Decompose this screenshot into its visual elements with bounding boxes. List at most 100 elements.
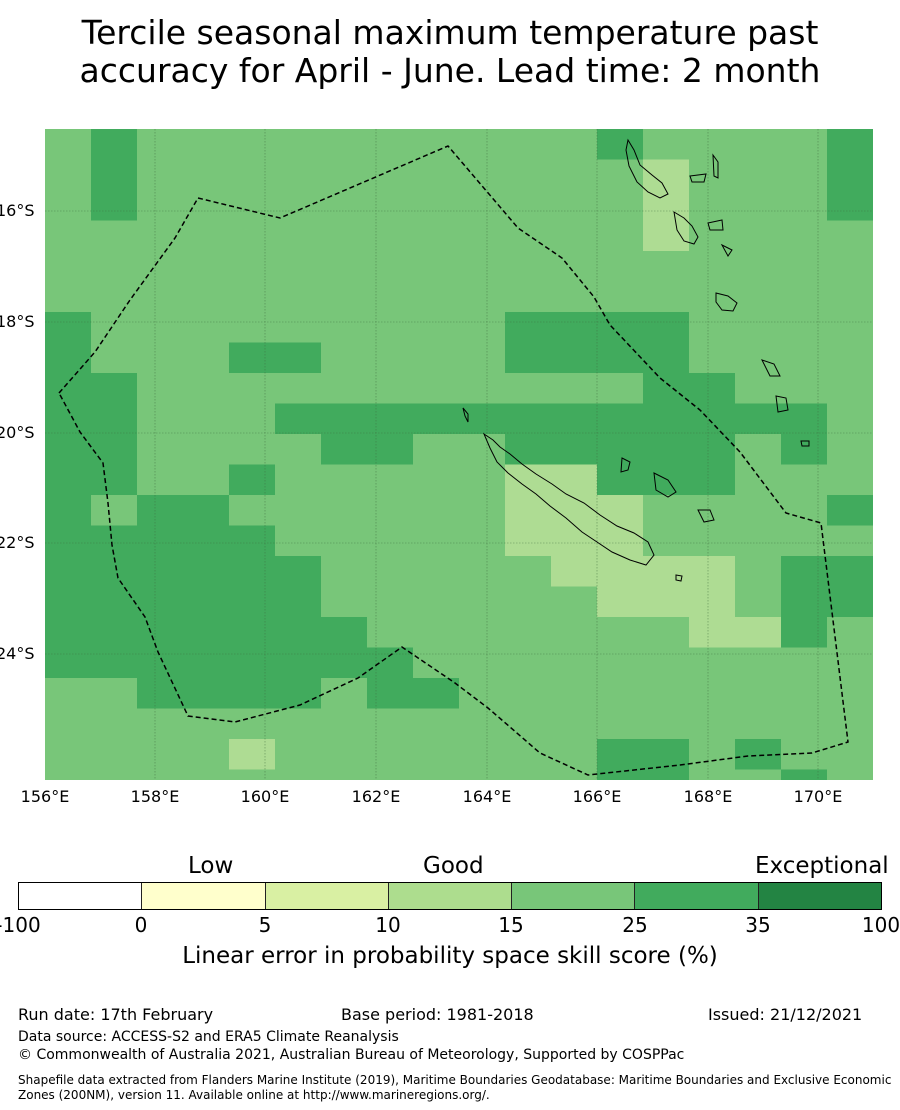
skill-cell-25-35 [45,464,91,495]
skill-cell-25-35 [45,647,91,678]
mare-island [697,509,715,523]
isle-of-pines [675,574,683,582]
matthew-island [800,440,810,447]
tanna-island [761,359,781,377]
colorbar-segment [758,883,881,909]
skill-cell-25-35 [183,647,229,678]
skill-cell-25-35 [229,647,275,678]
skill-cell-10-15 [689,556,735,587]
eez-boundary [58,145,849,776]
colorbar-title: Linear error in probability space skill … [182,943,718,969]
skill-cell-25-35 [275,678,321,709]
shapefile-credit-line-1: Shapefile data extracted from Flanders M… [18,1073,892,1087]
skill-cell-25-35 [137,525,183,556]
skill-cell-25-35 [45,617,91,648]
skill-cell-10-15 [551,464,597,495]
skill-cell-25-35 [91,403,137,434]
skill-cell-25-35 [45,434,91,465]
skill-cell-25-35 [551,312,597,343]
skill-cell-10-15 [597,556,643,587]
skill-cell-25-35 [229,586,275,617]
skill-cell-10-15 [597,495,643,526]
lifou-island [653,472,677,498]
ouvea-island [620,457,631,473]
data-source: Data source: ACCESS-S2 and ERA5 Climate … [18,1029,399,1045]
new-caledonia-island [482,432,655,566]
skill-cell-25-35 [45,586,91,617]
skill-cell-25-35 [827,159,873,190]
skill-cell-10-15 [689,617,735,648]
lon-label-160e: 160°E [240,787,290,806]
skill-cell-25-35 [321,617,367,648]
skill-cell-25-35 [229,525,275,556]
skill-cell-25-35 [183,495,229,526]
skill-cell-25-35 [597,739,643,770]
run-date: Run date: 17th February [18,1005,214,1024]
skill-cell-25-35 [643,373,689,404]
skill-cell-25-35 [275,586,321,617]
skill-cell-25-35 [183,556,229,587]
skill-cell-25-35 [413,678,459,709]
skill-cell-25-35 [827,129,873,160]
skill-cell-25-35 [735,403,781,434]
efate-island [715,292,738,312]
colorbar-label: 10 [375,913,401,937]
skill-cell-25-35 [91,647,137,678]
category-good: Good [423,853,484,879]
pentecost-island [712,153,719,179]
skill-cell-25-35 [505,312,551,343]
skill-cell-25-35 [229,678,275,709]
skill-cell-25-35 [643,464,689,495]
skill-cell-25-35 [643,434,689,465]
skill-cell-25-35 [597,342,643,373]
skill-cell-25-35 [597,403,643,434]
skill-cell-25-35 [183,678,229,709]
lat-label-24s: 24°S [0,644,35,663]
skill-cell-25-35 [367,678,413,709]
ambae-island [689,173,707,183]
skill-cell-25-35 [45,556,91,587]
skill-cell-25-35 [321,434,367,465]
skill-cell-25-35 [597,312,643,343]
lon-label-166e: 166°E [572,787,622,806]
skill-cell-25-35 [229,464,275,495]
skill-cell-25-35 [45,403,91,434]
skill-cell-25-35 [275,403,321,434]
colorbar-label: 5 [258,913,272,937]
skill-cell-25-35 [827,495,873,526]
skill-cell-25-35 [689,464,735,495]
colorbar-segment [142,883,266,909]
skill-cell-25-35 [229,342,275,373]
skill-cell-25-35 [689,403,735,434]
colorbar-segment [635,883,759,909]
skill-cell-25-35 [551,434,597,465]
grid-cells [45,129,873,780]
title-line-1: Tercile seasonal maximum temperature pas… [81,13,819,52]
lat-label-18s: 18°S [0,312,35,331]
skill-cell-25-35 [367,403,413,434]
skill-cell-25-35 [827,556,873,587]
belep-islands [462,407,469,423]
skill-cell-10-15 [505,495,551,526]
skill-cell-25-35 [137,586,183,617]
skill-cell-10-15 [505,525,551,556]
epi-island [720,243,733,257]
skill-cell-25-35 [275,342,321,373]
colorbar [18,882,882,910]
skill-cell-25-35 [91,586,137,617]
skill-cell-10-15 [643,586,689,617]
colorbar-segment [388,883,513,909]
lon-label-168e: 168°E [683,787,733,806]
lat-label-20s: 20°S [0,423,35,442]
skill-cell-25-35 [137,678,183,709]
lon-label-156e: 156°E [20,787,70,806]
colorbar-label: 100 [861,913,900,937]
skill-cell-25-35 [781,617,827,648]
lat-label-22s: 22°S [0,533,35,552]
skill-cell-25-35 [321,403,367,434]
colorbar-label: 0 [134,913,148,937]
skill-cell-25-35 [689,373,735,404]
skill-cell-25-35 [45,342,91,373]
skill-cell-10-15 [643,220,689,251]
skill-cell-25-35 [229,556,275,587]
